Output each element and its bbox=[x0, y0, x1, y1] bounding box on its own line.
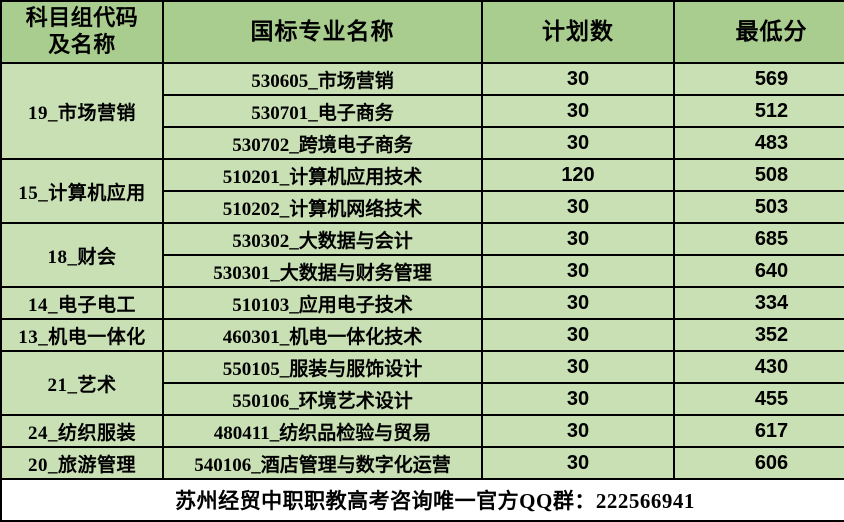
plan-count-cell: 30 bbox=[481, 414, 675, 448]
major-name-cell: 510202_计算机网络技术 bbox=[162, 190, 483, 224]
min-score-cell: 508 bbox=[673, 158, 844, 192]
subject-group-cell: 20_旅游管理 bbox=[0, 446, 164, 480]
table-row: 530301_大数据与财务管理 30 640 bbox=[1, 254, 844, 288]
column-header-major-name: 国标专业名称 bbox=[162, 0, 483, 64]
table-row: 18_财会 530302_大数据与会计 30 685 bbox=[0, 222, 844, 288]
table-footer: 苏州经贸中职职教高考咨询唯一官方QQ群：222566941 bbox=[0, 478, 844, 522]
plan-count-cell: 30 bbox=[481, 350, 675, 384]
plan-count-cell: 30 bbox=[481, 446, 675, 480]
min-score-cell: 685 bbox=[673, 222, 844, 256]
major-name-cell: 530702_跨境电子商务 bbox=[162, 126, 483, 160]
table-row: 530702_跨境电子商务 30 483 bbox=[1, 126, 844, 160]
min-score-cell: 503 bbox=[673, 190, 844, 224]
major-name-cell: 510103_应用电子技术 bbox=[162, 286, 483, 320]
major-name-cell: 540106_酒店管理与数字化运营 bbox=[162, 446, 483, 480]
table-row: 550106_环境艺术设计 30 455 bbox=[1, 382, 844, 416]
table-header: 科目组代码 及名称 国标专业名称 计划数 最低分 bbox=[0, 0, 844, 64]
table-row: 21_艺术 550105_服装与服饰设计 30 430 bbox=[0, 350, 844, 416]
min-score-cell: 334 bbox=[673, 286, 844, 320]
plan-count-cell: 30 bbox=[481, 126, 675, 160]
table-row: 19_市场营销 530605_市场营销 30 569 bbox=[0, 62, 844, 160]
table-row: 15_计算机应用 510201_计算机应用技术 120 508 bbox=[0, 158, 844, 224]
min-score-cell: 352 bbox=[673, 318, 844, 352]
min-score-cell: 606 bbox=[673, 446, 844, 480]
major-name-cell: 530605_市场营销 bbox=[162, 62, 483, 96]
table-row: 530701_电子商务 30 512 bbox=[1, 94, 844, 128]
footer-row: 苏州经贸中职职教高考咨询唯一官方QQ群：222566941 bbox=[0, 478, 844, 522]
min-score-cell: 512 bbox=[673, 94, 844, 128]
column-header-subject-group-line2: 及名称 bbox=[48, 32, 116, 57]
major-name-cell: 550106_环境艺术设计 bbox=[162, 382, 483, 416]
major-name-cell: 530301_大数据与财务管理 bbox=[162, 254, 483, 288]
plan-count-cell: 30 bbox=[481, 382, 675, 416]
major-name-cell: 510201_计算机应用技术 bbox=[162, 158, 483, 192]
min-score-cell: 617 bbox=[673, 414, 844, 448]
major-name-cell: 460301_机电一体化技术 bbox=[162, 318, 483, 352]
major-name-cell: 480411_纺织品检验与贸易 bbox=[162, 414, 483, 448]
min-score-cell: 483 bbox=[673, 126, 844, 160]
plan-count-cell: 30 bbox=[481, 254, 675, 288]
plan-count-cell: 30 bbox=[481, 286, 675, 320]
subject-group-cell: 24_纺织服装 bbox=[0, 414, 164, 448]
plan-count-cell: 30 bbox=[481, 190, 675, 224]
plan-count-cell: 30 bbox=[481, 318, 675, 352]
column-header-plan-count: 计划数 bbox=[481, 0, 675, 64]
major-name-cell: 550105_服装与服饰设计 bbox=[162, 350, 483, 384]
plan-count-cell: 30 bbox=[481, 94, 675, 128]
table-row: 13_机电一体化 460301_机电一体化技术 30 352 bbox=[0, 318, 844, 352]
min-score-cell: 569 bbox=[673, 62, 844, 96]
subject-group-cell: 13_机电一体化 bbox=[0, 318, 164, 352]
major-name-cell: 530701_电子商务 bbox=[162, 94, 483, 128]
subject-group-cell: 21_艺术 bbox=[0, 350, 164, 416]
table-row: 24_纺织服装 480411_纺织品检验与贸易 30 617 bbox=[0, 414, 844, 448]
major-name-cell: 530302_大数据与会计 bbox=[162, 222, 483, 256]
subject-group-cell: 18_财会 bbox=[0, 222, 164, 288]
plan-count-cell: 30 bbox=[481, 62, 675, 96]
table-row: 510202_计算机网络技术 30 503 bbox=[1, 190, 844, 224]
column-header-min-score: 最低分 bbox=[673, 0, 844, 64]
column-header-subject-group-line1: 科目组代码 bbox=[25, 5, 139, 31]
column-header-subject-group: 科目组代码 及名称 bbox=[0, 0, 164, 64]
subject-group-cell: 14_电子电工 bbox=[0, 286, 164, 320]
min-score-cell: 640 bbox=[673, 254, 844, 288]
table-row: 20_旅游管理 540106_酒店管理与数字化运营 30 606 bbox=[0, 446, 844, 480]
plan-count-cell: 120 bbox=[481, 158, 675, 192]
min-score-cell: 455 bbox=[673, 382, 844, 416]
table-body: 19_市场营销 530605_市场营销 30 569 530701_电子商务 30 512 5… bbox=[0, 62, 844, 480]
footer-note: 苏州经贸中职职教高考咨询唯一官方QQ群：222566941 bbox=[0, 478, 844, 522]
header-row: 科目组代码 及名称 国标专业名称 计划数 最低分 bbox=[0, 0, 844, 64]
subject-group-cell: 19_市场营销 bbox=[0, 62, 164, 160]
subject-group-cell: 15_计算机应用 bbox=[0, 158, 164, 224]
plan-count-cell: 30 bbox=[481, 222, 675, 256]
min-score-cell: 430 bbox=[673, 350, 844, 384]
table-row: 14_电子电工 510103_应用电子技术 30 334 bbox=[0, 286, 844, 320]
